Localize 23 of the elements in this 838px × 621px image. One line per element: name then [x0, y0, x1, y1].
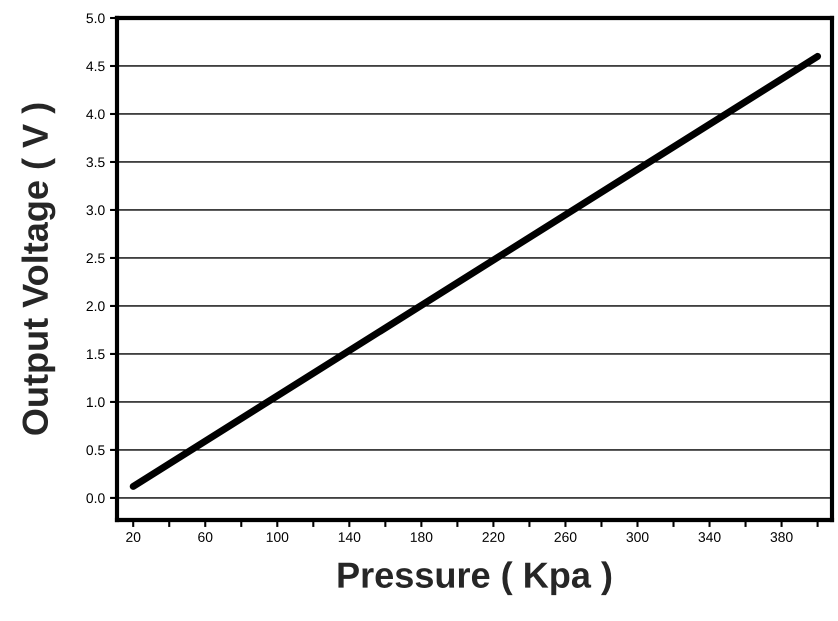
- y-tick-label: 3.0: [86, 205, 105, 216]
- x-axis-title: Pressure ( Kpa ): [338, 561, 612, 596]
- x-tick-label: 60: [198, 532, 212, 542]
- y-tick-label: 0.5: [86, 445, 105, 456]
- y-tick-label: 0.0: [86, 493, 105, 504]
- y-axis-title: Output Voltage ( V ): [22, 104, 56, 435]
- x-tick-label: 260: [554, 532, 576, 542]
- y-tick-label: 2.0: [86, 301, 105, 312]
- y-tick-label: 4.5: [86, 61, 105, 72]
- x-tick-label: 140: [338, 532, 360, 542]
- y-tick-label: 3.5: [86, 157, 105, 168]
- x-tick-label: 340: [698, 532, 721, 542]
- x-tick-label: 220: [482, 532, 504, 542]
- x-tick-label: 100: [266, 532, 288, 542]
- x-tick-label: 180: [410, 532, 432, 542]
- y-tick-label: 4.0: [86, 109, 105, 120]
- x-tick-label: 380: [770, 532, 793, 542]
- y-tick-label: 5.0: [86, 13, 105, 24]
- y-tick-label: 1.5: [86, 349, 105, 360]
- x-tick-label: 300: [626, 532, 649, 542]
- y-tick-label: 2.5: [86, 253, 105, 264]
- y-tick-label: 1.0: [86, 397, 105, 408]
- x-tick-label: 20: [126, 532, 140, 542]
